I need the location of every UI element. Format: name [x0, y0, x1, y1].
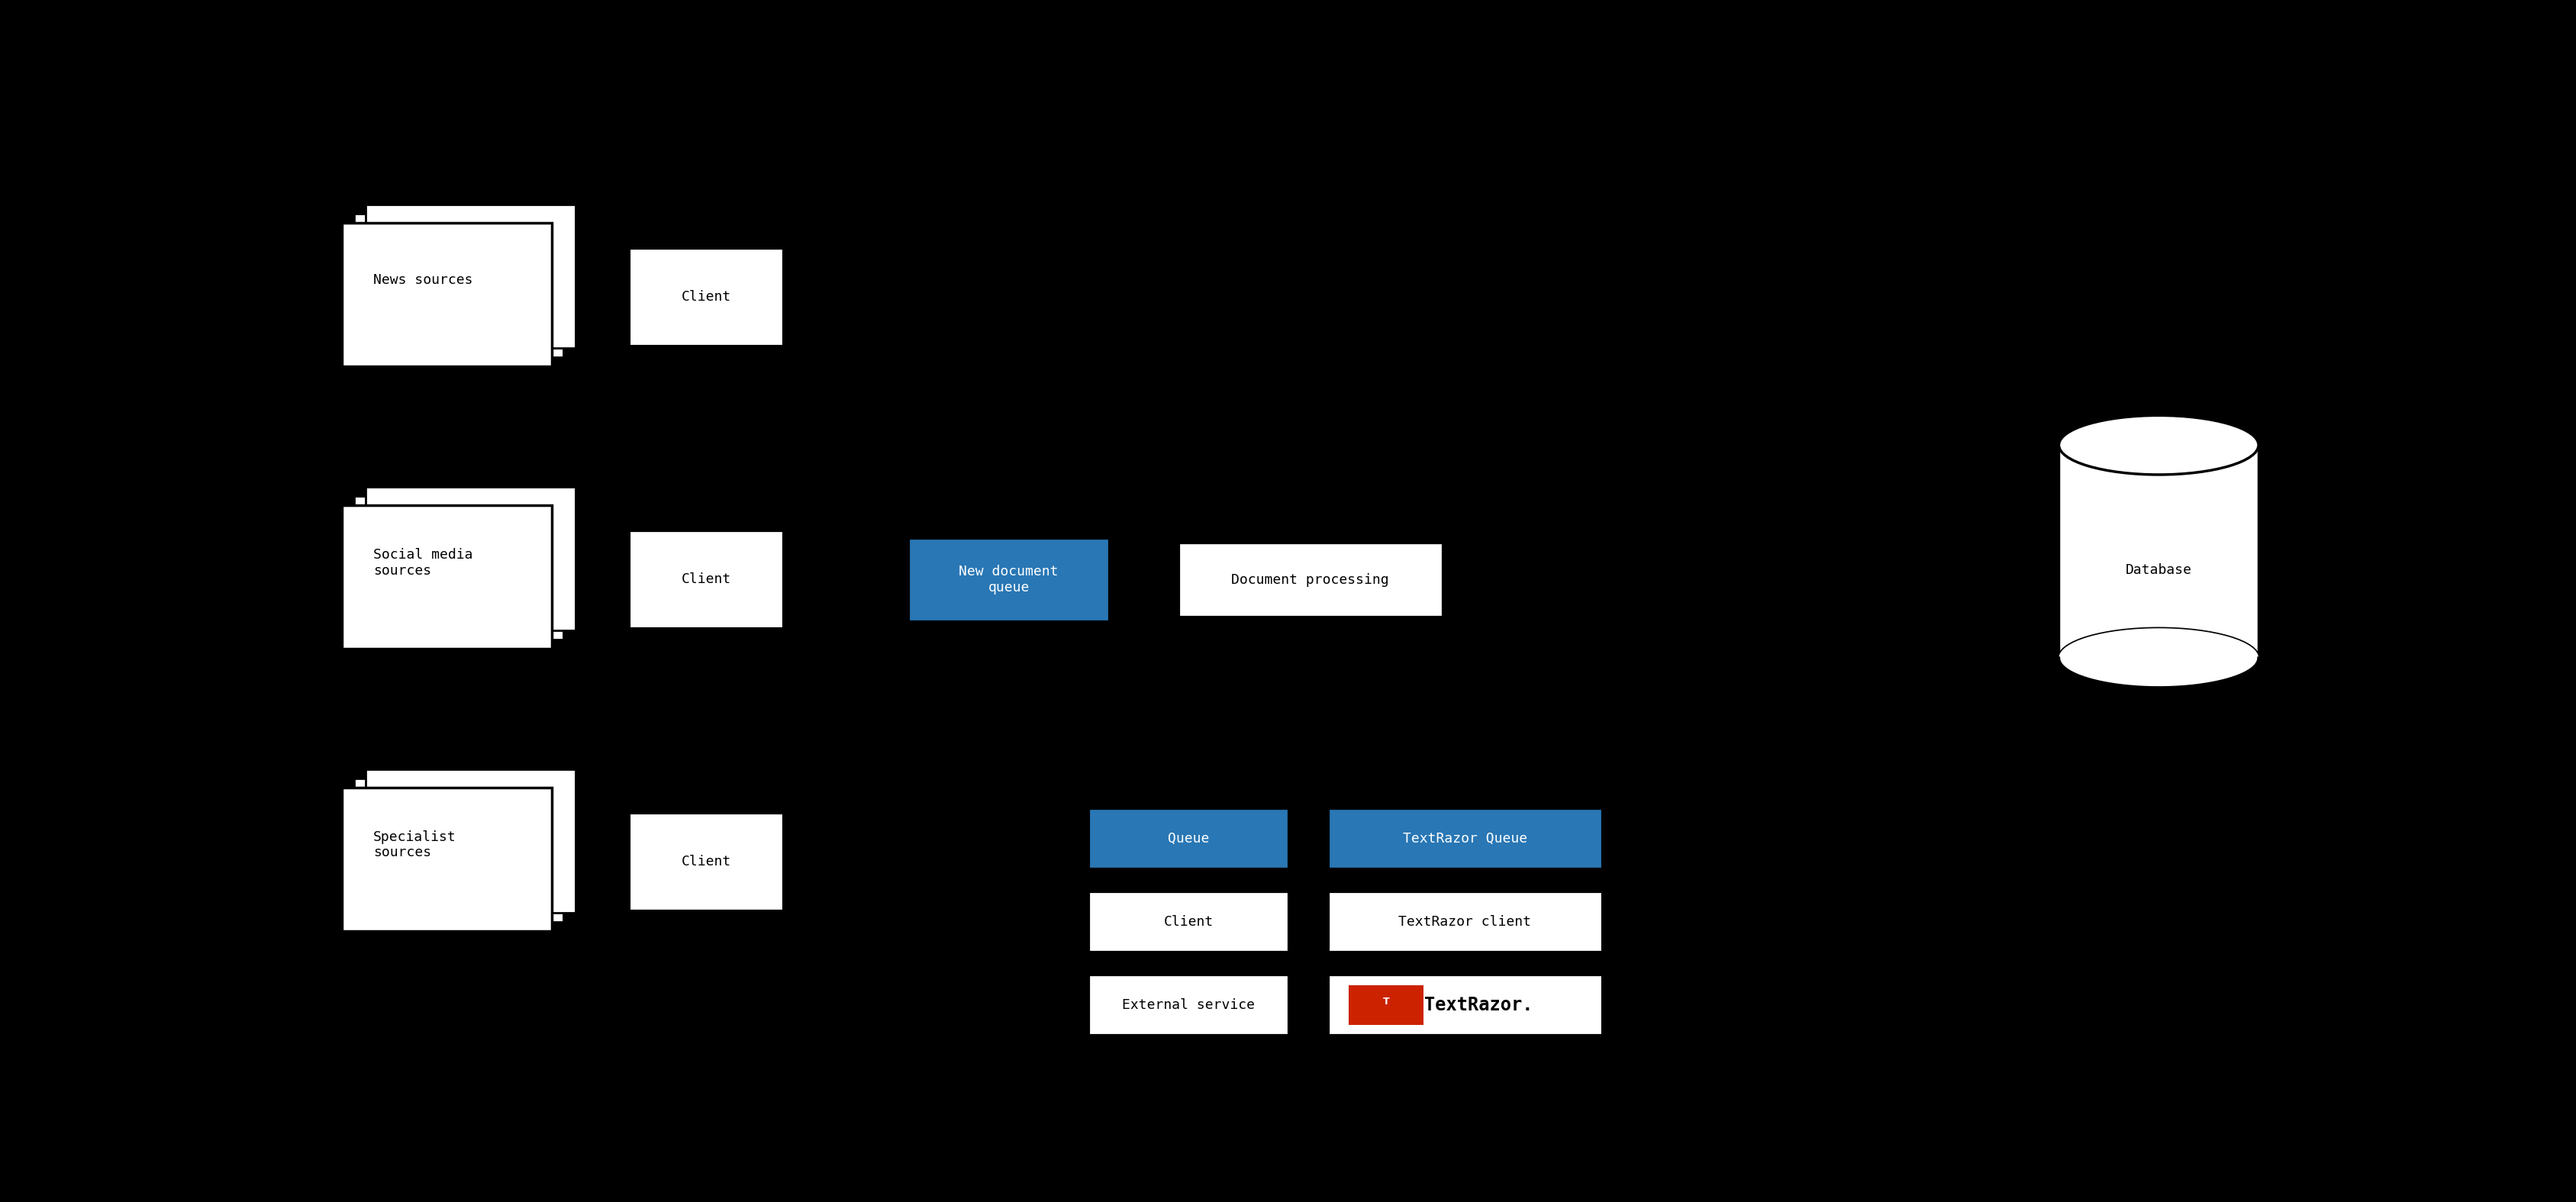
Text: Client: Client: [1164, 915, 1213, 929]
FancyBboxPatch shape: [1329, 894, 1600, 950]
FancyBboxPatch shape: [1350, 984, 1425, 1025]
Text: Client: Client: [683, 855, 732, 868]
Ellipse shape: [2058, 629, 2259, 688]
FancyBboxPatch shape: [343, 222, 551, 367]
FancyBboxPatch shape: [1090, 894, 1285, 950]
Text: T: T: [1383, 996, 1388, 1007]
Text: TextRazor.: TextRazor.: [1425, 995, 1533, 1014]
Ellipse shape: [2058, 416, 2259, 475]
Text: External service: External service: [1123, 998, 1255, 1012]
Text: TextRazor client: TextRazor client: [1399, 915, 1530, 929]
FancyBboxPatch shape: [366, 769, 574, 912]
Text: Social media
sources: Social media sources: [374, 548, 474, 577]
FancyBboxPatch shape: [631, 251, 781, 344]
Text: Client: Client: [683, 572, 732, 587]
Text: Client: Client: [683, 290, 732, 304]
Bar: [2058, 445, 2259, 657]
FancyBboxPatch shape: [366, 204, 574, 347]
Text: Queue: Queue: [1167, 832, 1208, 845]
FancyBboxPatch shape: [353, 214, 564, 357]
FancyBboxPatch shape: [366, 487, 574, 630]
Text: Specialist
sources: Specialist sources: [374, 831, 456, 859]
Ellipse shape: [2058, 629, 2259, 688]
FancyBboxPatch shape: [912, 541, 1108, 619]
FancyBboxPatch shape: [1329, 810, 1600, 867]
FancyBboxPatch shape: [1329, 977, 1600, 1033]
FancyBboxPatch shape: [353, 496, 564, 639]
FancyBboxPatch shape: [343, 787, 551, 930]
FancyBboxPatch shape: [1090, 977, 1285, 1033]
FancyBboxPatch shape: [353, 778, 564, 922]
FancyBboxPatch shape: [1090, 810, 1285, 867]
FancyBboxPatch shape: [631, 532, 781, 625]
FancyBboxPatch shape: [343, 505, 551, 649]
Text: Document processing: Document processing: [1231, 573, 1388, 587]
Text: New document
queue: New document queue: [958, 565, 1059, 595]
Text: Database: Database: [2125, 563, 2192, 577]
Text: TextRazor Queue: TextRazor Queue: [1404, 832, 1528, 845]
Text: News sources: News sources: [374, 273, 474, 287]
FancyBboxPatch shape: [1180, 545, 1440, 614]
FancyBboxPatch shape: [631, 815, 781, 908]
